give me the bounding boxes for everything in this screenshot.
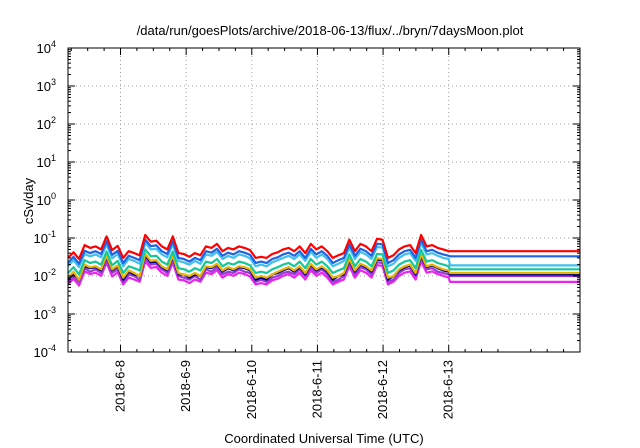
y-tick-label: 102 xyxy=(37,115,56,132)
y-tick-label: 10-4 xyxy=(34,343,56,360)
y-tick-label: 101 xyxy=(37,153,56,170)
series-line xyxy=(67,238,580,265)
y-tick-label: 10-1 xyxy=(34,229,56,246)
x-tick-label: 2018-6-12 xyxy=(375,360,390,419)
grid xyxy=(68,48,580,352)
series-line xyxy=(67,252,580,281)
x-axis-label: Coordinated Universal Time (UTC) xyxy=(224,431,423,446)
x-tick-label: 2018-6-13 xyxy=(441,360,456,419)
x-tick-label: 2018-6-10 xyxy=(244,360,259,419)
x-tick-label: 2018-6-9 xyxy=(178,360,193,412)
y-tick-label: 10-3 xyxy=(34,305,56,322)
series-line xyxy=(67,233,580,261)
y-axis-label: cSv/day xyxy=(21,177,36,224)
y-tick-label: 103 xyxy=(37,77,56,94)
y-tick-label: 10-2 xyxy=(34,267,56,284)
y-tick-label: 104 xyxy=(37,39,56,56)
series-line xyxy=(67,241,580,269)
chart-title: /data/run/goesPlots/archive/2018-06-13/f… xyxy=(137,23,524,38)
series-line xyxy=(67,248,580,276)
series-line xyxy=(67,260,580,287)
series-group xyxy=(67,233,580,287)
x-tick-label: 2018-6-11 xyxy=(309,360,324,418)
y-tick-label: 100 xyxy=(37,191,56,208)
series-line xyxy=(67,256,580,283)
x-tick-label: 2018-6-8 xyxy=(113,360,128,412)
x-axis: 2018-6-8 2018-6-9 2018-6-10 2018-6-11 2018-6… xyxy=(70,48,565,419)
y-axis: 10-4 10-3 10-2 10-1 100 101 102 103 104 xyxy=(34,39,580,360)
